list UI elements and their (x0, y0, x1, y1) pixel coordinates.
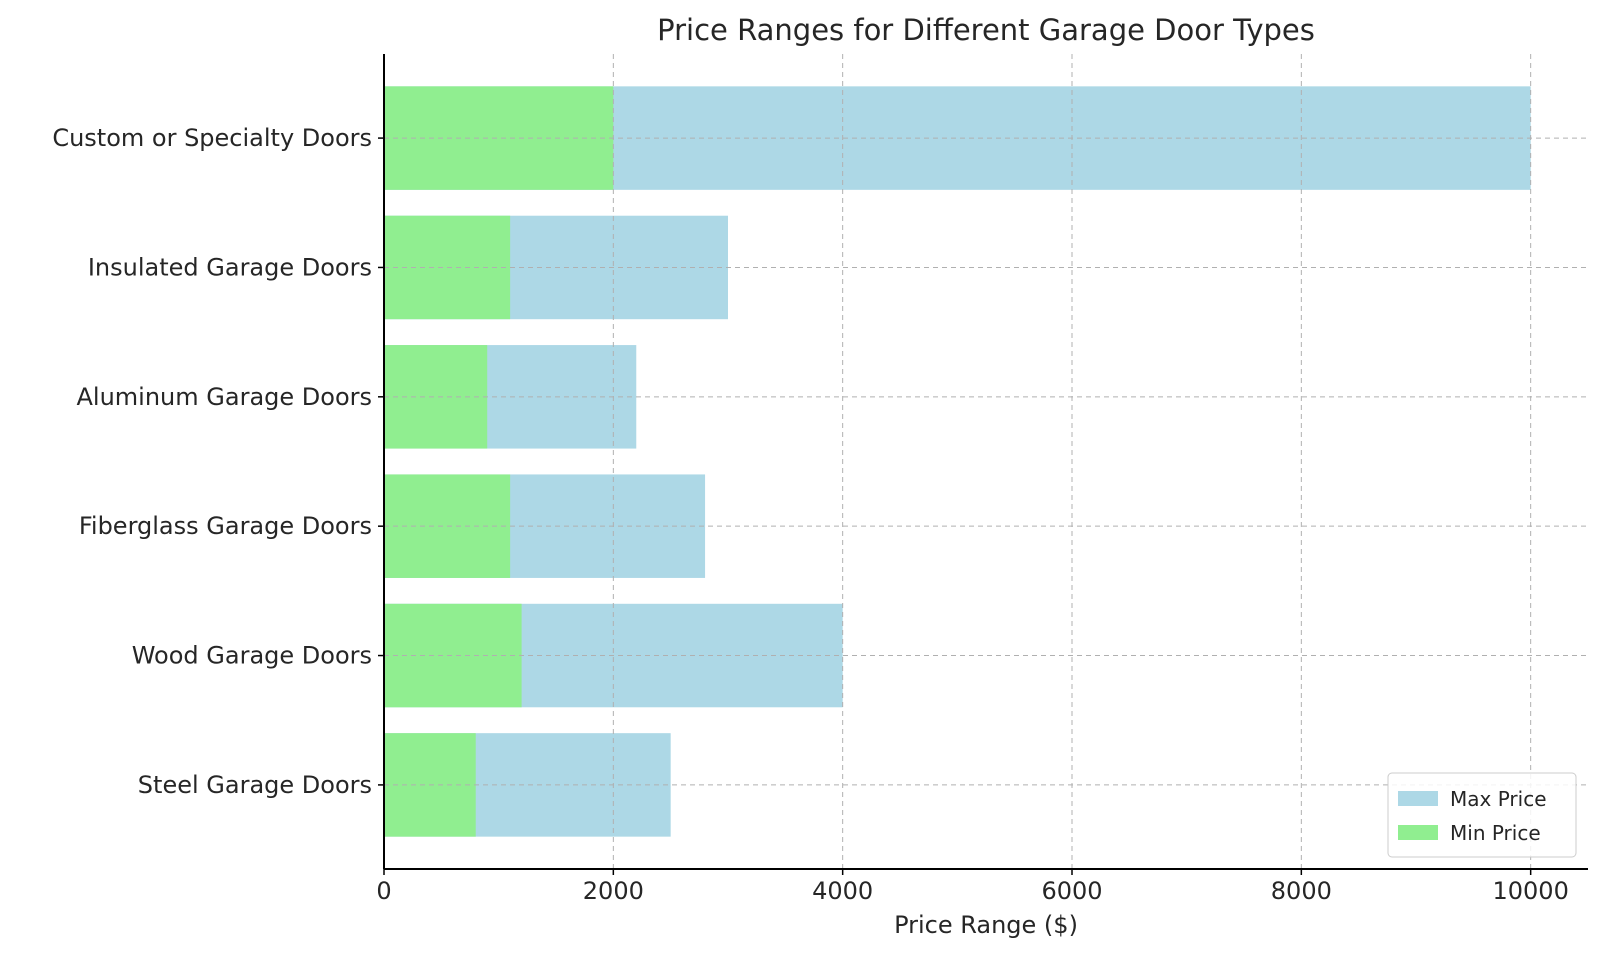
legend-swatch (1398, 791, 1438, 806)
y-tick-label: Steel Garage Doors (138, 771, 372, 799)
y-tick-label: Fiberglass Garage Doors (79, 512, 372, 540)
x-tick-label: 4000 (812, 877, 873, 905)
axes (383, 54, 1588, 870)
x-tick-label: 10000 (1492, 877, 1568, 905)
legend-label: Max Price (1450, 787, 1547, 811)
x-tick-label: 0 (376, 877, 391, 905)
legend-swatch (1398, 825, 1438, 840)
bar-min-price (384, 345, 488, 449)
x-ticks: 0 2000 4000 6000 8000 10000 (376, 869, 1569, 905)
x-tick-label: 8000 (1271, 877, 1332, 905)
x-axis-label: Price Range ($) (894, 911, 1078, 939)
y-ticks: Steel Garage Doors Wood Garage Doors Fiber… (52, 124, 384, 799)
bars (384, 86, 1531, 837)
x-tick-label: 2000 (583, 877, 644, 905)
y-tick-label: Wood Garage Doors (132, 642, 372, 670)
y-tick-label: Aluminum Garage Doors (77, 383, 373, 411)
legend: Max Price Min Price (1387, 772, 1577, 858)
grid (384, 54, 1588, 869)
chart-title: Price Ranges for Different Garage Door T… (657, 13, 1315, 47)
y-tick-label: Insulated Garage Doors (88, 253, 372, 281)
legend-label: Min Price (1450, 821, 1541, 845)
bar-min-price (384, 86, 614, 190)
x-tick-label: 6000 (1041, 877, 1102, 905)
y-tick-label: Custom or Specialty Doors (52, 124, 372, 152)
